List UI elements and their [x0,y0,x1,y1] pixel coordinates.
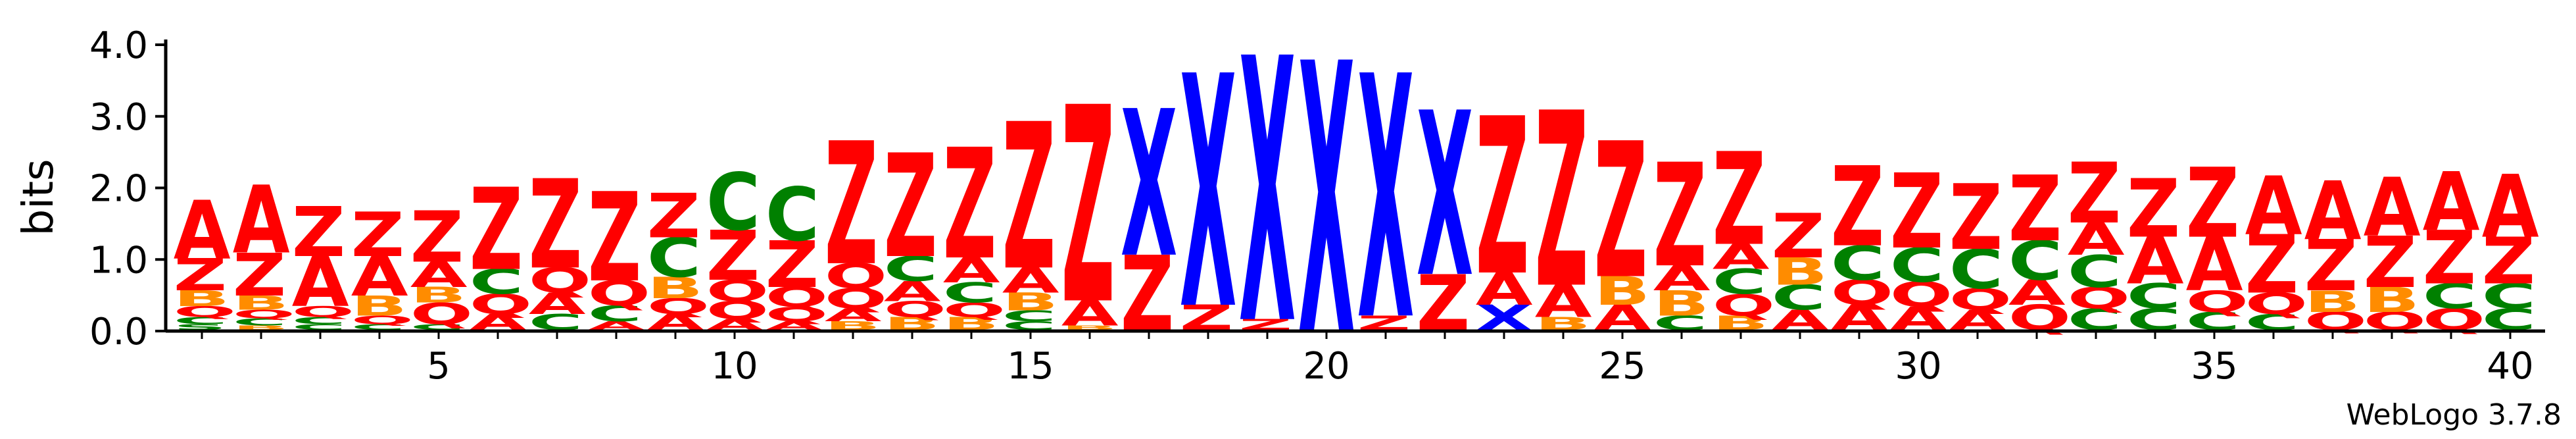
logo-letter-a: A [2423,155,2480,249]
logo-letter-x: X [1180,9,1237,380]
stack-column: BAZ [1535,61,1592,342]
logo-letter-c: C [706,158,760,249]
logo-letter-z: Z [1949,165,2003,271]
y-ticks: 0.0 1.0 2.0 3.0 4.0 [89,24,166,353]
weblogo-credit: WebLogo 3.7.8 [2346,398,2562,432]
logo-letter-z: Z [529,154,582,297]
logo-letter-z: Z [1713,126,1766,274]
stack-column: AQCZ [1831,143,1893,338]
y-tick-label: 0.0 [89,311,148,353]
logo-letter-a: A [174,184,231,278]
logo-letter-z: Z [1002,82,1056,316]
stack-column: ZX [1121,68,1178,355]
stack-column: ZX [1239,0,1296,405]
stack-column: BQCAZ [943,116,1006,334]
logo-letter-a: A [2245,159,2302,253]
letter-stacks: SCQBZABCQBZACCQAZCQBAZCQBAZAQCZCAQZACQZA… [174,0,2539,417]
logo-letter-a: A [233,167,290,275]
logo-letter-z: Z [1476,72,1529,323]
stack-column: CQAZ [2186,147,2248,336]
stack-column: QACZ [2008,157,2071,338]
stack-column: ABZ [1594,103,1651,338]
logo-letter-x: X [1121,68,1178,303]
logo-letter-z: Z [2186,147,2239,259]
y-tick-label: 3.0 [89,96,148,139]
logo-letter-a: A [2364,161,2421,255]
stack-column: BQACZ [884,124,946,334]
stack-column: CQCAZ [2068,145,2130,337]
y-tick-label: 4.0 [89,24,148,67]
logo-letter-z: Z [2127,162,2180,256]
logo-letter-z: Z [2008,157,2062,262]
logo-letter-z: Z [588,167,641,310]
x-tick-label: 10 [711,345,758,388]
stack-column: ACQZ [588,167,650,332]
x-tick-label: 25 [1599,345,1645,388]
stack-column: CQBAZ [410,196,473,332]
logo-letter-z: Z [470,165,523,296]
stack-column: AQCZ [1949,165,2012,336]
logo-letter-x: X [1239,0,1296,405]
logo-letter-c: C [766,172,819,258]
logo-letter-z: Z [410,196,464,278]
logo-letter-z: Z [1831,143,1884,272]
logo-letter-z: Z [647,182,700,252]
stack-column: CAQZ [529,154,591,335]
logo-letter-z: Z [1594,103,1647,321]
stack-column: CQZA [2245,159,2308,335]
stack-column: AQQZC [706,158,769,334]
stack-column: XAZ [1476,72,1533,338]
logo-letter-z: Z [292,192,345,272]
logo-letter-z: Z [1653,133,1707,299]
logo-letter-z: Z [884,124,937,290]
logo-letter-z: Z [1061,50,1115,364]
y-axis-label: bits [14,159,63,236]
logo-letter-z: Z [351,201,404,271]
x-tick-label: 30 [1895,345,1941,388]
logo-letter-z: Z [943,116,996,294]
stack-column: QCZA [2423,155,2485,337]
x-tick-label: 15 [1007,345,1054,388]
x-tick-label: 35 [2191,345,2237,388]
stack-column: BQCAZ [1713,126,1775,334]
logo-letter-z: Z [1772,202,1825,272]
logo-letter-z: Z [1890,153,1943,272]
logo-letter-x: X [1417,65,1474,328]
logo-letter-z: Z [825,107,878,303]
logo-letter-a: A [2482,157,2539,257]
y-tick-label: 1.0 [89,239,148,282]
stack-column: BCQBZA [233,167,295,331]
logo-letter-z: Z [2068,145,2121,242]
stack-column: CCZA [2482,157,2539,337]
x-tick-label: 5 [427,345,450,388]
y-tick-label: 2.0 [89,168,148,211]
stack-column: ZX [1180,9,1237,380]
logo-letter-z: Z [1535,61,1588,342]
stack-column: BAZ [1061,50,1119,364]
stack-column: AQQZC [766,172,828,332]
stack-column: ZX [1417,65,1474,348]
x-tick-label: 40 [2487,345,2533,388]
logo-letter-a: A [2304,164,2362,258]
x-tick-label: 20 [1303,345,1349,388]
